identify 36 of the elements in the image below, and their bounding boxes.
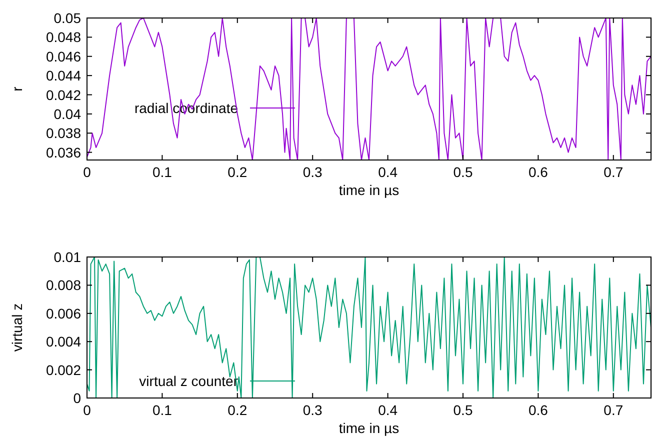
x-tick-label: 0.3: [302, 402, 323, 418]
y-tick-label: 0.006: [46, 305, 82, 322]
y-tick-label: 0.04: [54, 106, 82, 122]
x-tick-label: 0.3: [302, 164, 323, 180]
y-tick-label: 0.042: [46, 86, 82, 103]
x-tick-label: 0.1: [152, 164, 172, 180]
x-tick-label: 0.6: [528, 164, 548, 180]
x-tick-label: 0.4: [378, 402, 398, 418]
line-series: [87, 257, 651, 398]
x-tick-label: 0.4: [378, 164, 398, 180]
y-axis-title: virtual z: [9, 303, 25, 352]
x-tick-label: 0.5: [453, 402, 473, 418]
x-tick-label: 0.5: [453, 164, 473, 180]
y-tick-label: 0.05: [54, 10, 82, 26]
y-axis-title: r: [9, 86, 25, 92]
y-tick-label: 0.008: [46, 277, 82, 294]
x-tick-label: 0.2: [228, 164, 248, 180]
x-tick-label: 0: [83, 164, 92, 180]
y-tick-label: 0.038: [46, 125, 82, 142]
y-tick-label: 0.046: [46, 48, 82, 64]
y-tick-label: 0.044: [46, 68, 82, 84]
x-tick-label: 0: [83, 402, 92, 418]
y-tick-label: 0.002: [46, 362, 82, 378]
y-tick-label: 0: [73, 390, 82, 406]
x-tick-label: 0.7: [604, 402, 624, 418]
x-tick-label: 0.6: [528, 402, 548, 418]
line-series: [87, 18, 651, 160]
y-tick-label: 0.01: [54, 249, 82, 265]
x-axis-title: time in µs: [338, 420, 400, 436]
x-tick-label: 0.2: [228, 402, 248, 418]
x-tick-label: 0.7: [604, 164, 624, 180]
x-tick-label: 0.1: [152, 402, 172, 418]
y-tick-label: 0.004: [46, 334, 82, 350]
y-tick-label: 0.036: [46, 144, 82, 160]
y-tick-label: 0.048: [46, 29, 82, 46]
x-axis-title: time in µs: [338, 182, 400, 198]
